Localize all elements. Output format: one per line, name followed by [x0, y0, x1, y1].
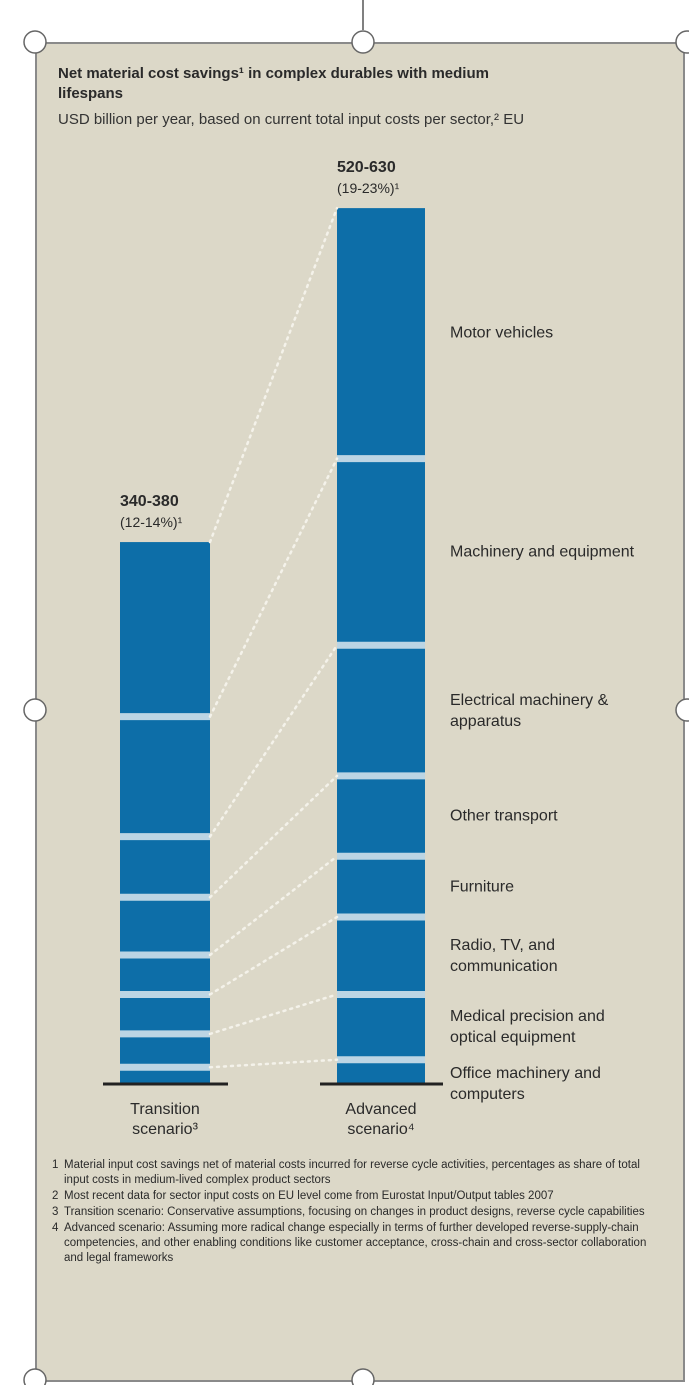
- selection-handle: [351, 1368, 375, 1385]
- dotted-connector: [208, 644, 339, 838]
- segment-label: Office machinery and computers: [450, 1064, 601, 1103]
- dotted-connector: [208, 915, 339, 996]
- dotted-connector: [208, 1058, 339, 1069]
- dotted-connector: [208, 457, 339, 718]
- selection-handle: [675, 30, 689, 54]
- bar-segment: [337, 1059, 425, 1084]
- footnote-number: 4: [52, 1222, 59, 1234]
- chart-subtitle: USD billion per year, based on current t…: [58, 111, 525, 128]
- dotted-connector: [208, 206, 339, 544]
- total-label: 520-630: [337, 159, 396, 177]
- segment-label: Medical precision and optical equipment: [450, 1008, 605, 1047]
- total-share-label: (19-23%)¹: [337, 180, 400, 197]
- segment-label: Furniture: [450, 878, 515, 896]
- bar-segment: [120, 716, 210, 837]
- footnote: 1 Material input cost savings net of mate…: [52, 1158, 662, 1188]
- bar-segment: [337, 775, 425, 857]
- footnote-number: 3: [52, 1206, 59, 1218]
- bar-segment: [120, 954, 210, 995]
- selection-handle: [351, 30, 375, 54]
- total-label: 340-380: [120, 493, 179, 511]
- dotted-connector: [208, 855, 339, 957]
- segment-label: Radio, TV, and communication: [450, 936, 558, 975]
- footnote-text: Advanced scenario: Assuming more radical…: [64, 1222, 647, 1264]
- bar-segment: [337, 994, 425, 1060]
- total-share-label: (12-14%)¹: [120, 514, 183, 531]
- footnote: 4 Advanced scenario: Assuming more radica…: [52, 1221, 662, 1266]
- chart-title: Net material cost savings¹ in complex du…: [58, 65, 489, 102]
- segment-label: Other transport: [450, 807, 558, 825]
- bar-segment: [120, 1067, 210, 1084]
- category-label: Advanced scenario⁴: [345, 1101, 417, 1138]
- footnote: 3 Transition scenario: Conservative assum…: [52, 1205, 662, 1220]
- bar-segment: [337, 458, 425, 646]
- segment-label: Machinery and equipment: [450, 543, 635, 561]
- selection-handle: [23, 30, 47, 54]
- bar-segment: [120, 897, 210, 955]
- selection-handle: [23, 698, 47, 722]
- bar-segment: [120, 836, 210, 898]
- dotted-connector: [208, 774, 339, 899]
- footnote-text: Material input cost savings net of mater…: [64, 1159, 640, 1186]
- footnote-text: Transition scenario: Conservative assump…: [64, 1206, 645, 1218]
- dotted-connector: [208, 993, 339, 1036]
- bar-segment: [120, 1033, 210, 1068]
- footnote: 2 Most recent data for sector input costs…: [52, 1189, 662, 1204]
- segment-label: Electrical machinery & apparatus: [450, 691, 609, 730]
- footnote-number: 2: [52, 1190, 59, 1202]
- selection-handle: [23, 1368, 47, 1385]
- bar-segment: [120, 542, 210, 717]
- bar-segment: [337, 208, 425, 459]
- footnotes: 1 Material input cost savings net of mate…: [52, 1158, 662, 1267]
- bar-segment: [120, 994, 210, 1034]
- segment-label: Motor vehicles: [450, 324, 554, 342]
- category-label: Transition scenario³: [130, 1101, 200, 1138]
- footnote-number: 1: [52, 1159, 59, 1171]
- footnote-text: Most recent data for sector input costs …: [64, 1190, 554, 1202]
- bar-segment: [337, 645, 425, 776]
- bar-segment: [337, 856, 425, 918]
- bar-segment: [337, 917, 425, 995]
- selection-handle: [675, 698, 689, 722]
